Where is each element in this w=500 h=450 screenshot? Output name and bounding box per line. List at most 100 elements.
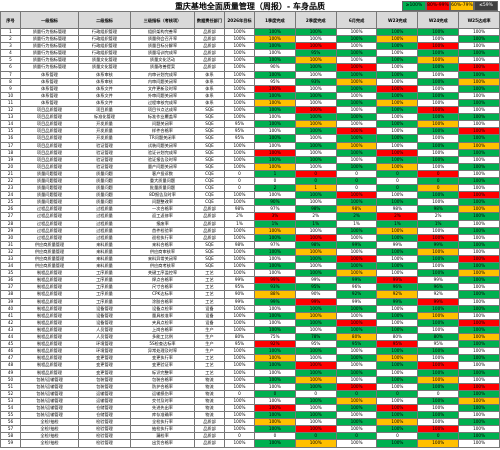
- cell: 巡检执行率: [130, 233, 195, 242]
- cell: 100%: [417, 425, 460, 434]
- cell: 100%: [335, 361, 378, 370]
- cell: 15: [0, 127, 21, 136]
- cell: 100%: [335, 425, 378, 434]
- cell: 92%: [417, 290, 460, 299]
- table-row: 27 过程品质管理 过程质量 返工返修率 品质部 2% 3% 2% 2% 2% 2% 100%: [0, 212, 500, 221]
- cell: 100%: [254, 106, 296, 115]
- cell: 37: [0, 283, 21, 292]
- cell: 100%: [417, 311, 460, 320]
- cell: 检验管理: [78, 432, 131, 441]
- cell: 13: [0, 113, 21, 122]
- cell: 100%: [458, 134, 500, 143]
- cell: 99%: [376, 276, 419, 285]
- cell: 98%: [294, 205, 337, 214]
- cell: 质量培训完成率: [130, 49, 195, 58]
- table-row: 13 项目品质管理 标准化管理 标准作业覆盖率 SQE 100% 100% 100% 100% 1…: [0, 113, 500, 122]
- cell: 100%: [335, 148, 378, 157]
- cell: 0: [224, 169, 255, 178]
- cell: 量具校准率: [130, 311, 195, 320]
- cell: 100%: [294, 91, 337, 100]
- cell: 体系: [194, 77, 225, 86]
- cell: 99%: [417, 276, 460, 285]
- cell: 100%: [335, 304, 378, 313]
- cell: 出货合格率: [130, 439, 195, 448]
- cell: 0: [294, 169, 337, 178]
- cell: 100%: [417, 396, 460, 405]
- cell: 99%: [417, 240, 460, 249]
- cell: 1%: [294, 219, 337, 228]
- table-row: 14 项目品质管理 开发质量 问题关闭率 SQE 95% 100% 100% 100% 100% 1…: [0, 120, 500, 129]
- cell: 100%: [417, 233, 460, 242]
- cell: 100%: [376, 77, 419, 86]
- table-row: 32 供应商质量管理 来料质量 供应商审核率 SQE 100% 100% 100% 100% 10…: [0, 247, 500, 257]
- cell: 100%: [294, 361, 337, 370]
- cell: 100%: [458, 368, 500, 377]
- cell: 100%: [458, 403, 500, 413]
- cell: 99%: [294, 276, 337, 285]
- cell: 100%: [417, 27, 460, 37]
- cell: SQE: [194, 262, 225, 271]
- cell: 100%: [335, 325, 378, 335]
- cell: 45: [0, 340, 21, 349]
- cell: 质量文化活动: [130, 56, 195, 65]
- cell: 100%: [224, 49, 255, 58]
- cell: 52: [0, 389, 21, 398]
- cell: 过程品质管理: [20, 212, 79, 221]
- cell: 21: [0, 169, 21, 178]
- cell: 100%: [254, 35, 296, 44]
- cell: 100%: [458, 382, 500, 391]
- cell: 工序质量: [78, 283, 131, 292]
- cell: 59: [0, 439, 21, 448]
- cell: 17: [0, 141, 21, 150]
- cell: 100%: [376, 226, 419, 235]
- cell: 25: [0, 198, 21, 207]
- cell: 1%: [335, 219, 378, 228]
- cell: 包装管理: [78, 375, 131, 384]
- cell: 100%: [224, 27, 255, 37]
- cell: 1: [294, 184, 337, 193]
- cell: 项目品质管理: [20, 162, 79, 171]
- cell: 防护合格率: [130, 382, 195, 391]
- cell: 41: [0, 311, 21, 320]
- column-header: 一级指标: [20, 11, 79, 29]
- cell: 100%: [254, 318, 296, 327]
- cell: 制程品质管理: [20, 269, 79, 278]
- cell: 0: [224, 184, 255, 193]
- cell: 工艺: [194, 269, 225, 278]
- cell: 100%: [224, 70, 255, 79]
- cell: 开发质量: [78, 134, 131, 143]
- cell: 100%: [224, 396, 255, 405]
- cell: 100%: [224, 191, 255, 200]
- cell: 100%: [458, 439, 500, 448]
- cell: 验证管理: [78, 162, 131, 171]
- table-row: 56 全检/抽检 检验管理 全检执行率 品质部 100% 100% 100% 100% 100% 1…: [0, 418, 500, 427]
- cell: 制程品质管理: [20, 368, 79, 377]
- cell: 2%: [376, 212, 419, 221]
- cell: CQE: [194, 198, 225, 207]
- cell: 96%: [417, 283, 460, 292]
- table-row: 38 制程品质管理 工序质量 CPK达标率 工艺 90% 88% 90% 92% 92% 92% 10…: [0, 290, 500, 299]
- cell: 100%: [376, 233, 419, 242]
- cell: 100%: [224, 56, 255, 65]
- cell: 包装合格率: [130, 375, 195, 384]
- cell: 2: [254, 184, 296, 193]
- cell: 100%: [458, 56, 500, 65]
- cell: 100%: [254, 191, 296, 200]
- cell: 100%: [224, 91, 255, 100]
- cell: 体系文件: [78, 98, 131, 108]
- cell: 100%: [417, 35, 460, 44]
- cell: 100%: [458, 297, 500, 306]
- cell: 0: [224, 432, 255, 441]
- cell: 工艺: [194, 354, 225, 363]
- cell: 标准作业覆盖率: [130, 113, 195, 122]
- cell: 100%: [376, 304, 419, 313]
- cell: 体系: [194, 91, 225, 100]
- cell: 58: [0, 432, 21, 441]
- cell: 包装/运输管理: [20, 396, 79, 405]
- cell: 品质部: [194, 233, 225, 242]
- cell: 95%: [224, 283, 255, 292]
- cell: 9: [0, 84, 21, 93]
- cell: 0: [335, 184, 378, 193]
- cell: 过程品质管理: [20, 219, 79, 228]
- cell: 100%: [335, 42, 378, 51]
